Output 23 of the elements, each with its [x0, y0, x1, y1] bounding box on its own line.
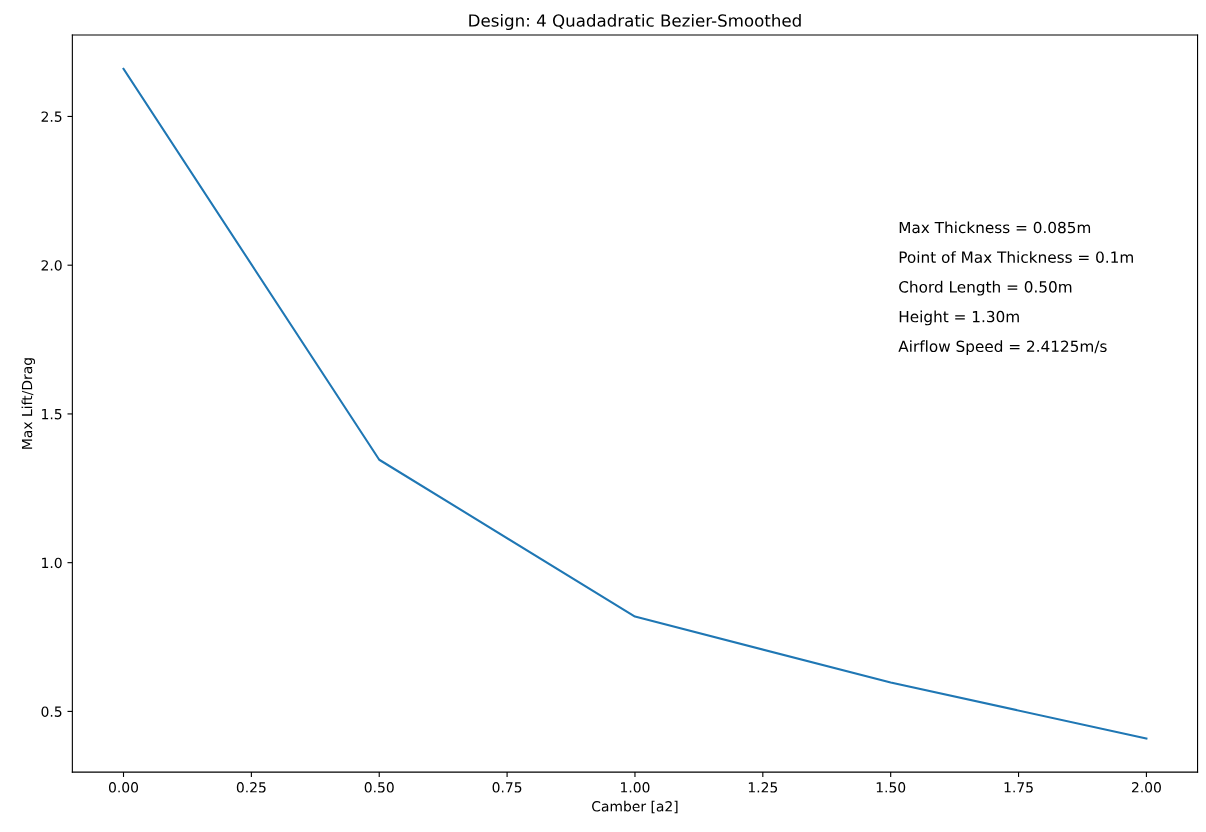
annotation: Chord Length = 0.50m	[899, 280, 1072, 296]
x-tick-label: 0.25	[236, 782, 266, 793]
chart-title: Design: 4 Quadadratic Bezier-Smoothed	[469, 13, 801, 31]
y-tick-label: 0.5	[41, 706, 62, 717]
x-tick-label: 2.00	[1131, 782, 1161, 793]
y-tick-label: 2.5	[41, 111, 62, 122]
line-series	[122, 67, 1148, 740]
annotation: Height = 1.30m	[899, 310, 1019, 326]
y-tick-label: 2.0	[41, 260, 62, 271]
y-axis-title: Max Lift/Drag	[21, 358, 35, 449]
x-tick-label: 1.25	[748, 782, 778, 793]
y-tick-label: 1.5	[42, 409, 62, 420]
annotation: Airflow Speed = 2.4125m/s	[898, 340, 1107, 356]
x-tick-label: 1.75	[1004, 782, 1033, 793]
y-tick-label: 1.0	[42, 557, 62, 569]
x-axis-title: Camber [a2]	[592, 800, 678, 814]
x-tick-label: 1.50	[876, 782, 906, 793]
annotation: Max Thickness = 0.085m	[899, 221, 1091, 234]
annotation: Point of Max Thickness = 0.1m	[899, 251, 1133, 263]
x-tick-label: 0.75	[492, 782, 522, 793]
x-tick-label: 1.00	[621, 782, 650, 793]
x-tick-label: 0.00	[108, 782, 139, 793]
x-tick-label: 0.50	[364, 782, 394, 793]
